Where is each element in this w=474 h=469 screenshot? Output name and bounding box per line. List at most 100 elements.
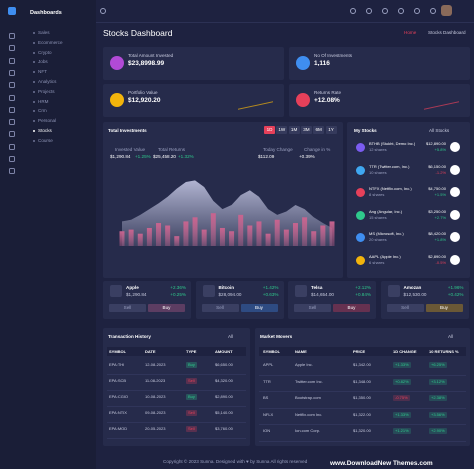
buy-button[interactable]: Buy xyxy=(240,304,278,312)
sell-button[interactable]: Sell xyxy=(201,304,239,312)
metric-change: +1.25% xyxy=(135,154,151,159)
menu-item[interactable]: Analytics xyxy=(38,79,57,84)
sidebar-icon[interactable] xyxy=(9,82,15,89)
table-cell: Buy xyxy=(186,362,197,368)
range-tab[interactable]: 6M xyxy=(313,126,325,134)
stock-shares: 6 shares xyxy=(369,259,385,265)
topbar-icon[interactable] xyxy=(430,8,436,14)
sidebar-icon[interactable] xyxy=(9,131,15,138)
sidebar-icon[interactable] xyxy=(9,57,15,64)
card-price: $14,654.00 xyxy=(311,292,334,297)
filter[interactable]: All xyxy=(228,334,234,339)
card-icon xyxy=(387,285,400,297)
range-tab[interactable]: 1W xyxy=(276,126,288,134)
stat-icon xyxy=(296,93,310,107)
sidebar-icon[interactable] xyxy=(9,119,15,126)
menu-item[interactable]: Sales xyxy=(38,30,50,35)
metric-label: Change in % xyxy=(304,147,331,152)
stock-action[interactable] xyxy=(450,142,460,152)
menu-item[interactable]: Projects xyxy=(38,88,55,94)
card-icon xyxy=(202,285,215,297)
stock-change: +2.7% xyxy=(434,214,446,220)
card-price-change: +0.84% xyxy=(355,292,371,297)
stock-action[interactable] xyxy=(450,232,460,242)
stat-value: 1,116 xyxy=(314,60,330,67)
menu-item[interactable]: Course xyxy=(38,137,53,143)
topbar-icon[interactable] xyxy=(100,8,106,14)
topbar-icon[interactable] xyxy=(398,8,404,14)
menu-item[interactable]: HRM xyxy=(38,98,49,104)
stock-icon xyxy=(356,233,365,242)
stock-shares: 12 shares xyxy=(369,147,387,152)
topbar-icon[interactable] xyxy=(366,8,372,14)
range-tab[interactable]: 3M xyxy=(300,126,312,134)
table-cell: +1.21% xyxy=(393,428,411,434)
stock-action[interactable] xyxy=(450,209,460,220)
sidebar-icon[interactable] xyxy=(9,69,15,76)
stock-change: +5.8% xyxy=(434,147,446,152)
table-cell: APPL xyxy=(263,362,274,367)
stat-label: Returns Rate xyxy=(314,90,342,95)
breadcrumb-link[interactable]: Home xyxy=(404,30,417,35)
menu-item[interactable]: Crm xyxy=(38,108,47,114)
buy-button[interactable]: Buy xyxy=(425,304,463,312)
sell-button[interactable]: Sell xyxy=(386,304,424,312)
table-cell: +1.33% xyxy=(393,411,411,418)
column-header: AMOUNT xyxy=(215,349,233,354)
sidebar-icon[interactable] xyxy=(9,156,15,162)
row-divider xyxy=(107,390,246,391)
column-header: SYMBOL xyxy=(263,349,281,354)
sidebar-icon[interactable] xyxy=(9,106,15,113)
table-cell: $5,140.00 xyxy=(215,410,233,415)
filter[interactable]: All xyxy=(448,334,454,339)
menu-bullet xyxy=(33,81,35,83)
range-tab[interactable]: 1D xyxy=(264,126,275,134)
buy-button[interactable]: Buy xyxy=(333,304,370,312)
stock-action[interactable] xyxy=(450,254,460,265)
sell-button[interactable]: Sell xyxy=(294,304,331,312)
stat-icon xyxy=(296,56,310,70)
sidebar-icon[interactable] xyxy=(9,94,15,101)
card-price: $28,094.00 xyxy=(218,292,242,297)
sidebar-icon[interactable] xyxy=(9,143,15,150)
topbar-icon[interactable] xyxy=(350,8,356,14)
range-tab[interactable]: 1Y xyxy=(325,126,337,134)
table-cell: +3.56% xyxy=(429,411,447,418)
bar xyxy=(292,223,298,246)
menu-item[interactable]: Stocks xyxy=(38,128,52,133)
menu-item[interactable]: NFT xyxy=(38,69,47,75)
stock-action[interactable] xyxy=(450,164,460,175)
menu-item[interactable]: Ecommerce xyxy=(38,39,63,45)
bar xyxy=(256,221,262,246)
topbar-icon[interactable] xyxy=(414,8,420,14)
menu-item[interactable]: Jobs xyxy=(38,59,48,65)
card-price: $12,530.00 xyxy=(403,292,427,297)
table-cell: +3.12% xyxy=(429,378,447,385)
panel-title: Market Movers xyxy=(260,334,293,339)
range-tab[interactable]: 1M xyxy=(288,126,300,134)
menu-item[interactable]: Crypto xyxy=(38,49,52,55)
metric-label: Today Change xyxy=(263,147,293,152)
menu-item[interactable]: Personal xyxy=(38,118,57,124)
bar xyxy=(320,225,326,246)
table-cell: Ion.com Corp. xyxy=(295,428,321,433)
sell-button[interactable]: Sell xyxy=(109,304,146,312)
table-cell: EPA:MOD xyxy=(109,426,128,431)
sidebar-icon[interactable] xyxy=(9,33,15,39)
row-divider xyxy=(107,406,246,407)
avatar[interactable] xyxy=(441,5,452,16)
sidebar-icon[interactable] xyxy=(9,168,15,175)
table-cell: $6,650.00 xyxy=(215,362,233,367)
bar xyxy=(128,229,134,246)
topbar-icon[interactable] xyxy=(382,8,388,14)
stat-card xyxy=(289,47,470,80)
stock-change: +1.8% xyxy=(434,237,446,242)
menu-bullet xyxy=(33,51,35,54)
stock-action[interactable] xyxy=(450,187,460,197)
stock-price: $8,420.00 xyxy=(428,231,446,236)
sidebar-icon[interactable] xyxy=(9,45,15,52)
buy-button[interactable]: Buy xyxy=(148,304,185,312)
filter[interactable]: All Stocks xyxy=(429,128,450,133)
card-price-change: +0.25% xyxy=(170,292,186,297)
